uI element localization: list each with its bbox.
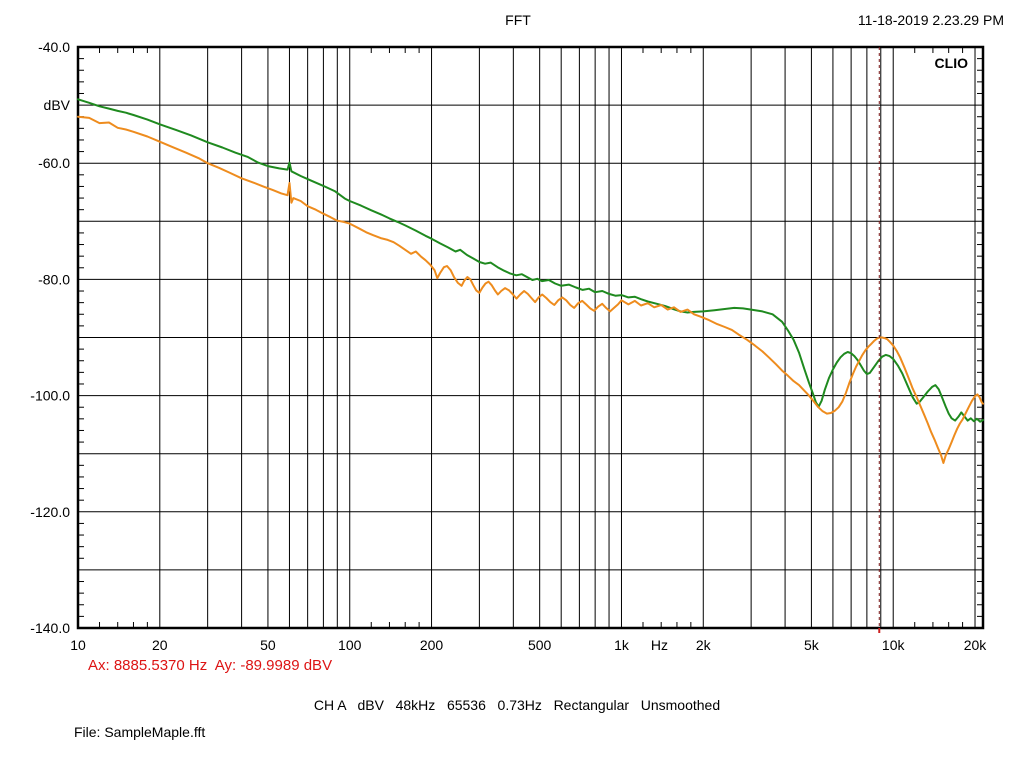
x-axis-label: 20 bbox=[152, 637, 168, 653]
measurement-timestamp: 11-18-2019 2.23.29 PM bbox=[857, 12, 1004, 28]
y-axis-label: -140.0 bbox=[30, 620, 70, 636]
cursor-readout: Ax: 8885.5370 Hz Ay: -89.9989 dBV bbox=[88, 657, 332, 674]
cursor-readout-separator bbox=[207, 657, 215, 674]
y-axis-label: dBV bbox=[44, 97, 71, 113]
x-axis-label: 50 bbox=[260, 637, 276, 653]
x-axis-label: Hz bbox=[651, 637, 668, 653]
clio-logo: CLIO bbox=[934, 55, 968, 71]
ch-a-green-curve bbox=[77, 98, 984, 423]
x-axis-label: 5k bbox=[804, 637, 820, 653]
y-axis-label: -80.0 bbox=[38, 271, 70, 287]
x-axis-label: 100 bbox=[338, 637, 362, 653]
file-name-label: File: SampleMaple.fft bbox=[74, 724, 206, 740]
x-axis-label: 500 bbox=[528, 637, 552, 653]
x-axis-label: 10 bbox=[70, 637, 86, 653]
overlay-orange-curve bbox=[77, 115, 984, 464]
cursor-ay-value: Ay: -89.9989 dBV bbox=[214, 657, 333, 674]
x-axis-label: 10k bbox=[882, 637, 906, 653]
y-axis-label: -120.0 bbox=[30, 504, 70, 520]
x-axis-label: 1k bbox=[614, 637, 630, 653]
x-axis-label: 20k bbox=[964, 637, 988, 653]
cursor-ax-value: Ax: 8885.5370 Hz bbox=[88, 657, 208, 674]
plot-border bbox=[76, 45, 985, 630]
window-title: FFT bbox=[505, 12, 531, 28]
y-axis-label: -100.0 bbox=[30, 388, 70, 404]
x-axis-label: 200 bbox=[420, 637, 444, 653]
y-axis-label: -60.0 bbox=[38, 155, 70, 171]
y-axis-label: -40.0 bbox=[38, 39, 70, 55]
x-axis-label: 2k bbox=[696, 637, 712, 653]
measurement-settings-status: CH A dBV 48kHz 65536 0.73Hz Rectangular … bbox=[313, 697, 721, 713]
